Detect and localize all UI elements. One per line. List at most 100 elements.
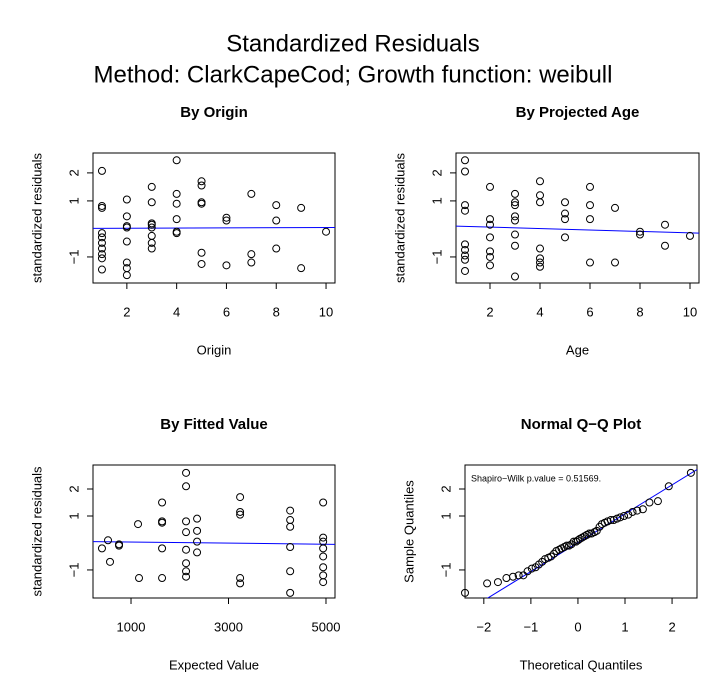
point xyxy=(97,201,106,210)
point xyxy=(97,238,106,247)
point xyxy=(319,571,328,580)
point xyxy=(536,244,544,253)
x-tick-label: 6 xyxy=(586,304,593,319)
point xyxy=(182,545,191,554)
point xyxy=(236,493,245,502)
point xyxy=(182,559,191,568)
point xyxy=(197,248,206,257)
y-tick-label: 1 xyxy=(438,512,453,519)
point xyxy=(97,265,106,274)
point xyxy=(461,245,469,254)
point xyxy=(686,231,694,240)
point xyxy=(511,230,519,239)
y-axis-label: Sample Quantiles xyxy=(401,480,416,583)
point xyxy=(158,544,167,553)
point xyxy=(104,536,113,545)
point xyxy=(461,156,469,165)
point xyxy=(511,216,519,225)
point xyxy=(297,203,306,212)
y-axis-label: standardized residuals xyxy=(29,466,44,597)
point xyxy=(182,517,191,526)
point xyxy=(573,536,582,545)
y-tick-label: 1 xyxy=(429,197,444,204)
x-tick-label: 10 xyxy=(683,304,697,319)
main-title: Standardized Residuals xyxy=(226,30,480,57)
panel: By Projected Age Age standardized residual… xyxy=(392,104,700,357)
panel-title: By Projected Age xyxy=(516,104,640,121)
point xyxy=(247,250,256,259)
x-tick-label: 10 xyxy=(319,304,333,319)
y-tick-label: 2 xyxy=(429,169,444,176)
point xyxy=(486,233,494,242)
point xyxy=(486,220,494,229)
point xyxy=(106,557,115,566)
point xyxy=(236,507,245,516)
point xyxy=(147,238,156,247)
point xyxy=(197,259,206,268)
point xyxy=(686,468,695,477)
point xyxy=(272,216,281,225)
annotation: Shapiro−Wilk p.value = 0.51569. xyxy=(471,473,601,483)
x-axis-label: Age xyxy=(566,342,589,357)
point xyxy=(247,189,256,198)
point xyxy=(97,203,106,212)
x-axis-label: Origin xyxy=(197,342,232,357)
point xyxy=(319,498,328,507)
point xyxy=(611,203,619,212)
point xyxy=(620,511,629,520)
point xyxy=(586,258,594,267)
point xyxy=(286,516,295,525)
point xyxy=(511,272,519,281)
point xyxy=(122,195,131,204)
point xyxy=(486,247,494,256)
plot-box xyxy=(464,464,698,599)
x-tick-label: 1000 xyxy=(117,619,146,634)
point xyxy=(286,522,295,531)
point xyxy=(197,177,206,186)
x-tick-label: 4 xyxy=(536,304,543,319)
plot-box xyxy=(92,152,336,284)
point xyxy=(236,574,245,583)
point xyxy=(493,578,502,587)
point xyxy=(638,505,647,514)
x-tick-label: 6 xyxy=(223,304,230,319)
point xyxy=(547,552,556,561)
point xyxy=(147,182,156,191)
y-tick-label: 1 xyxy=(66,197,81,204)
point xyxy=(319,563,328,572)
point xyxy=(158,574,167,583)
point xyxy=(115,541,124,550)
panel-title: By Origin xyxy=(180,104,248,121)
point xyxy=(624,510,633,519)
point xyxy=(182,567,191,576)
point xyxy=(511,189,519,198)
point xyxy=(661,241,669,250)
point xyxy=(97,229,106,238)
point xyxy=(511,212,519,221)
x-tick-label: 5000 xyxy=(312,619,341,634)
point xyxy=(172,156,181,165)
point xyxy=(97,166,106,175)
point xyxy=(661,220,669,229)
x-tick-label: 3000 xyxy=(214,619,243,634)
point xyxy=(592,526,601,535)
point xyxy=(628,507,637,516)
x-tick-label: 1 xyxy=(621,619,628,634)
x-tick-label: 8 xyxy=(273,304,280,319)
y-axis-label: standardized residuals xyxy=(392,152,407,283)
point xyxy=(586,182,594,191)
point xyxy=(523,567,532,576)
x-tick-label: −1 xyxy=(523,619,538,634)
point xyxy=(222,213,231,222)
point xyxy=(147,220,156,229)
point xyxy=(222,216,231,225)
point xyxy=(272,244,281,253)
point xyxy=(147,231,156,240)
y-tick-label: 1 xyxy=(66,512,81,519)
point xyxy=(297,264,306,273)
point xyxy=(511,198,519,207)
point xyxy=(172,215,181,224)
point xyxy=(511,241,519,250)
point xyxy=(122,271,131,280)
